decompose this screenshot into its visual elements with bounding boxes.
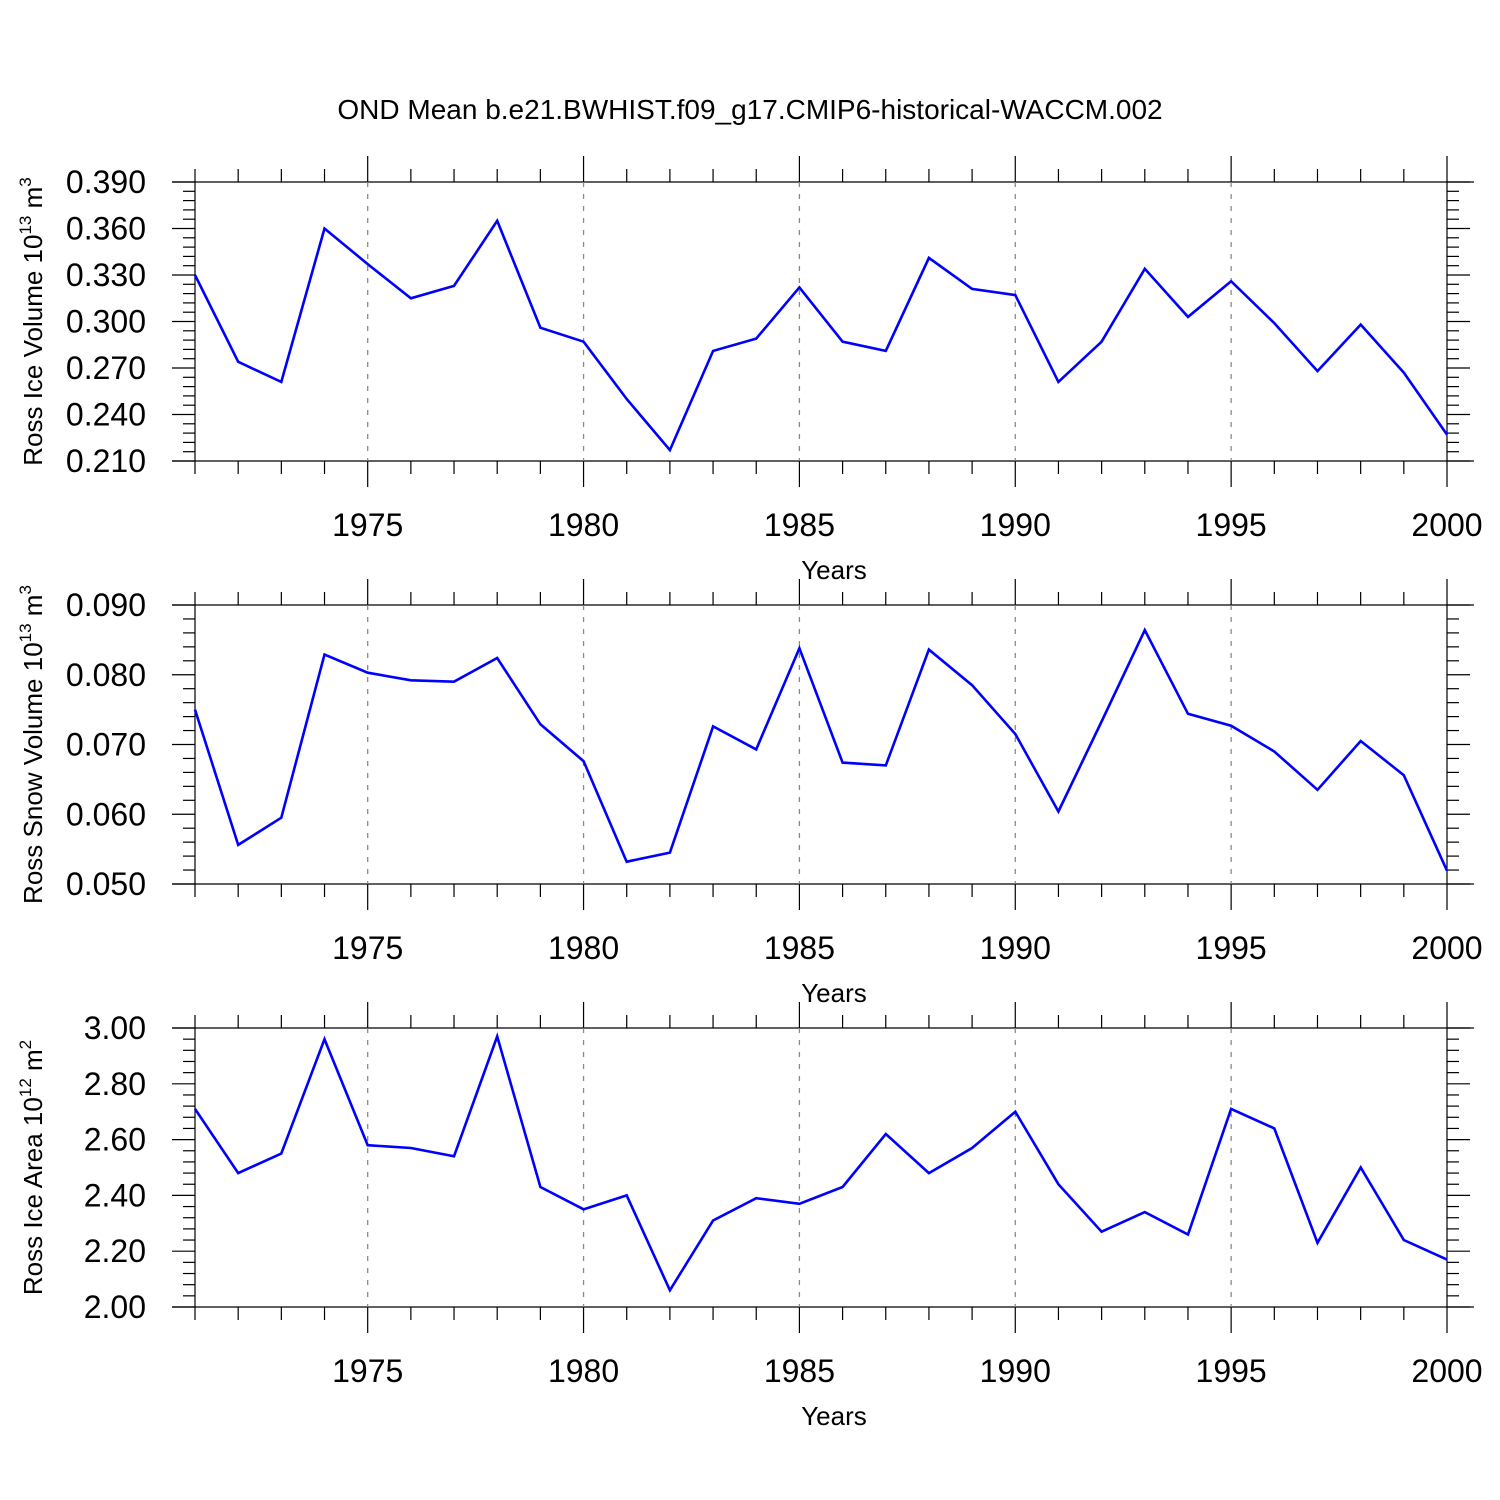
- y-axis-label: Ross Ice Volume 1013 m3: [16, 177, 48, 466]
- y-axis-label: Ross Snow Volume 1013 m3: [16, 585, 48, 904]
- y-tick-label: 2.00: [84, 1289, 146, 1325]
- y-axis-label-part: m: [18, 1049, 48, 1078]
- x-tick-label: 1975: [332, 507, 403, 543]
- y-tick-label: 0.330: [66, 257, 146, 293]
- y-tick-label: 2.40: [84, 1177, 146, 1213]
- x-tick-label: 1995: [1196, 507, 1267, 543]
- x-tick-label: 1975: [332, 1353, 403, 1389]
- y-axis-label-superscript: 3: [16, 585, 35, 594]
- y-axis-label-superscript: 2: [16, 1040, 35, 1049]
- y-tick-label: 0.080: [66, 657, 146, 693]
- figure-title: OND Mean b.e21.BWHIST.f09_g17.CMIP6-hist…: [337, 94, 1162, 125]
- panels: 1975 1980 1985 1990 1995 2000 Years 0.210 0.240 0…: [16, 156, 1483, 1431]
- y-tick-label: 2.20: [84, 1233, 146, 1269]
- y-tick-label: 0.070: [66, 727, 146, 763]
- y-axis-label-superscript: 13: [16, 216, 35, 235]
- y-axis-label-part: m: [18, 595, 48, 624]
- x-axis-label: Years: [801, 978, 867, 1008]
- chart-panel-3: 1975 1980 1985 1990 1995 2000 Years 2.00 2.20 2.4…: [16, 1002, 1483, 1431]
- x-tick-label: 1980: [548, 1353, 619, 1389]
- y-tick-label: 2.60: [84, 1122, 146, 1158]
- x-tick-label: 1980: [548, 507, 619, 543]
- y-axis-label-part: Ross Snow Volume 10: [18, 642, 48, 904]
- x-tick-label: 1990: [980, 507, 1051, 543]
- y-tick-label: 0.240: [66, 397, 146, 433]
- x-tick-label: 1990: [980, 930, 1051, 966]
- chart-panel-2: 1975 1980 1985 1990 1995 2000 Years 0.050 0.060 0…: [16, 579, 1483, 1008]
- x-tick-label: 1995: [1196, 1353, 1267, 1389]
- x-tick-label: 1985: [764, 930, 835, 966]
- y-axis-label-superscript: 13: [16, 623, 35, 642]
- x-tick-label: 1985: [764, 507, 835, 543]
- x-tick-label: 1985: [764, 1353, 835, 1389]
- x-tick-label: 2000: [1411, 930, 1482, 966]
- y-tick-label: 0.360: [66, 211, 146, 247]
- y-axis-label-part: Ross Ice Volume 10: [18, 235, 48, 466]
- y-tick-label: 0.270: [66, 350, 146, 386]
- series-line: [193, 627, 1449, 872]
- y-axis-label: Ross Ice Area 1012 m2: [16, 1040, 48, 1295]
- x-axis-label: Years: [801, 555, 867, 585]
- x-tick-label: 1980: [548, 930, 619, 966]
- x-tick-label: 2000: [1411, 507, 1482, 543]
- y-axis-label-superscript: 3: [16, 177, 35, 186]
- x-axis-label: Years: [801, 1401, 867, 1431]
- x-tick-label: 1975: [332, 930, 403, 966]
- y-axis-label-superscript: 12: [16, 1078, 35, 1097]
- y-tick-label: 2.80: [84, 1066, 146, 1102]
- series-line: [193, 1032, 1448, 1294]
- series-line: [193, 218, 1449, 453]
- y-axis-label-part: Ross Ice Area 10: [18, 1097, 48, 1295]
- chart-panel-1: 1975 1980 1985 1990 1995 2000 Years 0.210 0.240 0…: [16, 156, 1483, 585]
- y-tick-label: 0.050: [66, 866, 146, 902]
- x-tick-label: 2000: [1411, 1353, 1482, 1389]
- x-tick-label: 1990: [980, 1353, 1051, 1389]
- x-tick-label: 1995: [1196, 930, 1267, 966]
- y-tick-label: 0.090: [66, 587, 146, 623]
- y-axis-label-part: m: [18, 187, 48, 216]
- y-tick-label: 0.390: [66, 164, 146, 200]
- y-tick-label: 0.210: [66, 443, 146, 479]
- y-tick-label: 0.300: [66, 304, 146, 340]
- y-tick-label: 3.00: [84, 1010, 146, 1046]
- y-tick-label: 0.060: [66, 796, 146, 832]
